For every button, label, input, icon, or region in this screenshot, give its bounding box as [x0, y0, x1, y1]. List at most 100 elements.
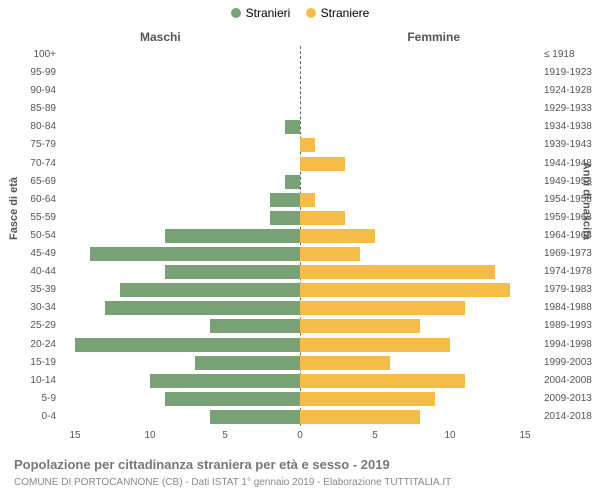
- plot-area: 100+≤ 191895-991919-192390-941924-192885…: [60, 46, 540, 436]
- birth-label: 1999-2003: [544, 357, 598, 368]
- pyramid-row: 75-791939-1943: [60, 136, 540, 154]
- pyramid-row: 40-441974-1978: [60, 263, 540, 281]
- birth-label: 1994-1998: [544, 339, 598, 350]
- birth-label: 1939-1943: [544, 139, 598, 150]
- side-title-male: Maschi: [140, 30, 181, 44]
- age-label: 100+: [16, 49, 56, 60]
- legend-male-swatch: [231, 8, 241, 18]
- age-label: 70-74: [16, 158, 56, 169]
- age-label: 50-54: [16, 230, 56, 241]
- bar-female: [300, 301, 465, 315]
- age-label: 25-29: [16, 320, 56, 331]
- age-label: 75-79: [16, 139, 56, 150]
- birth-label: 1984-1988: [544, 302, 598, 313]
- pyramid-row: 5-92009-2013: [60, 390, 540, 408]
- birth-label: 1934-1938: [544, 121, 598, 132]
- age-label: 15-19: [16, 357, 56, 368]
- age-label: 10-14: [16, 375, 56, 386]
- x-tick: 15: [69, 430, 80, 441]
- age-label: 35-39: [16, 284, 56, 295]
- age-label: 0-4: [16, 411, 56, 422]
- bar-male: [270, 211, 300, 225]
- legend-female: Straniere: [306, 6, 370, 20]
- legend-female-swatch: [306, 8, 316, 18]
- birth-label: 1979-1983: [544, 284, 598, 295]
- legend-male-label: Stranieri: [246, 6, 291, 20]
- legend-male: Stranieri: [231, 6, 291, 20]
- birth-label: 1989-1993: [544, 320, 598, 331]
- pyramid-row: 80-841934-1938: [60, 118, 540, 136]
- bar-male: [165, 392, 300, 406]
- pyramid-row: 65-691949-1953: [60, 173, 540, 191]
- caption: Popolazione per cittadinanza straniera p…: [14, 457, 390, 472]
- bar-male: [120, 283, 300, 297]
- birth-label: 1954-1958: [544, 194, 598, 205]
- age-label: 85-89: [16, 103, 56, 114]
- birth-label: 1949-1953: [544, 176, 598, 187]
- bar-female: [300, 157, 345, 171]
- x-tick: 10: [144, 430, 155, 441]
- pyramid-row: 0-42014-2018: [60, 408, 540, 426]
- x-tick: 5: [222, 430, 228, 441]
- bar-female: [300, 319, 420, 333]
- pyramid-row: 35-391979-1983: [60, 281, 540, 299]
- birth-label: 1919-1923: [544, 67, 598, 78]
- birth-label: 1974-1978: [544, 266, 598, 277]
- bar-female: [300, 392, 435, 406]
- pyramid-row: 45-491969-1973: [60, 245, 540, 263]
- pyramid-row: 90-941924-1928: [60, 82, 540, 100]
- age-label: 60-64: [16, 194, 56, 205]
- birth-label: 1929-1933: [544, 103, 598, 114]
- birth-label: 2014-2018: [544, 411, 598, 422]
- pyramid-row: 20-241994-1998: [60, 336, 540, 354]
- age-label: 55-59: [16, 212, 56, 223]
- bar-male: [210, 319, 300, 333]
- x-axis: 15105051015: [60, 426, 540, 446]
- bar-male: [270, 193, 300, 207]
- pyramid-row: 70-741944-1948: [60, 155, 540, 173]
- bar-female: [300, 211, 345, 225]
- pyramid-row: 95-991919-1923: [60, 64, 540, 82]
- bar-male: [195, 356, 300, 370]
- pyramid-row: 60-641954-1958: [60, 191, 540, 209]
- pyramid-row: 50-541964-1968: [60, 227, 540, 245]
- pyramid-row: 30-341984-1988: [60, 299, 540, 317]
- bar-female: [300, 356, 390, 370]
- legend-female-label: Straniere: [321, 6, 370, 20]
- pyramid-row: 85-891929-1933: [60, 100, 540, 118]
- pyramid-row: 55-591959-1963: [60, 209, 540, 227]
- x-tick: 0: [297, 430, 303, 441]
- birth-label: 1944-1948: [544, 158, 598, 169]
- bar-male: [165, 229, 300, 243]
- bar-female: [300, 338, 450, 352]
- age-label: 80-84: [16, 121, 56, 132]
- age-label: 40-44: [16, 266, 56, 277]
- age-label: 5-9: [16, 393, 56, 404]
- bar-female: [300, 138, 315, 152]
- bar-male: [285, 175, 300, 189]
- x-tick: 15: [519, 430, 530, 441]
- age-label: 30-34: [16, 302, 56, 313]
- bar-male: [75, 338, 300, 352]
- subcaption: COMUNE DI PORTOCANNONE (CB) - Dati ISTAT…: [14, 477, 451, 488]
- bar-male: [165, 265, 300, 279]
- bar-male: [210, 410, 300, 424]
- age-label: 90-94: [16, 85, 56, 96]
- legend: Stranieri Straniere: [0, 6, 600, 21]
- age-label: 45-49: [16, 248, 56, 259]
- pyramid-row: 15-191999-2003: [60, 354, 540, 372]
- bar-male: [90, 247, 300, 261]
- side-title-female: Femmine: [407, 30, 460, 44]
- bar-female: [300, 229, 375, 243]
- pyramid-row: 10-142004-2008: [60, 372, 540, 390]
- pyramid-row: 100+≤ 1918: [60, 46, 540, 64]
- rows-group: 100+≤ 191895-991919-192390-941924-192885…: [60, 46, 540, 426]
- bar-male: [105, 301, 300, 315]
- birth-label: 1924-1928: [544, 85, 598, 96]
- birth-label: 1964-1968: [544, 230, 598, 241]
- bar-male: [150, 374, 300, 388]
- bar-female: [300, 247, 360, 261]
- age-label: 65-69: [16, 176, 56, 187]
- bar-female: [300, 265, 495, 279]
- age-label: 20-24: [16, 339, 56, 350]
